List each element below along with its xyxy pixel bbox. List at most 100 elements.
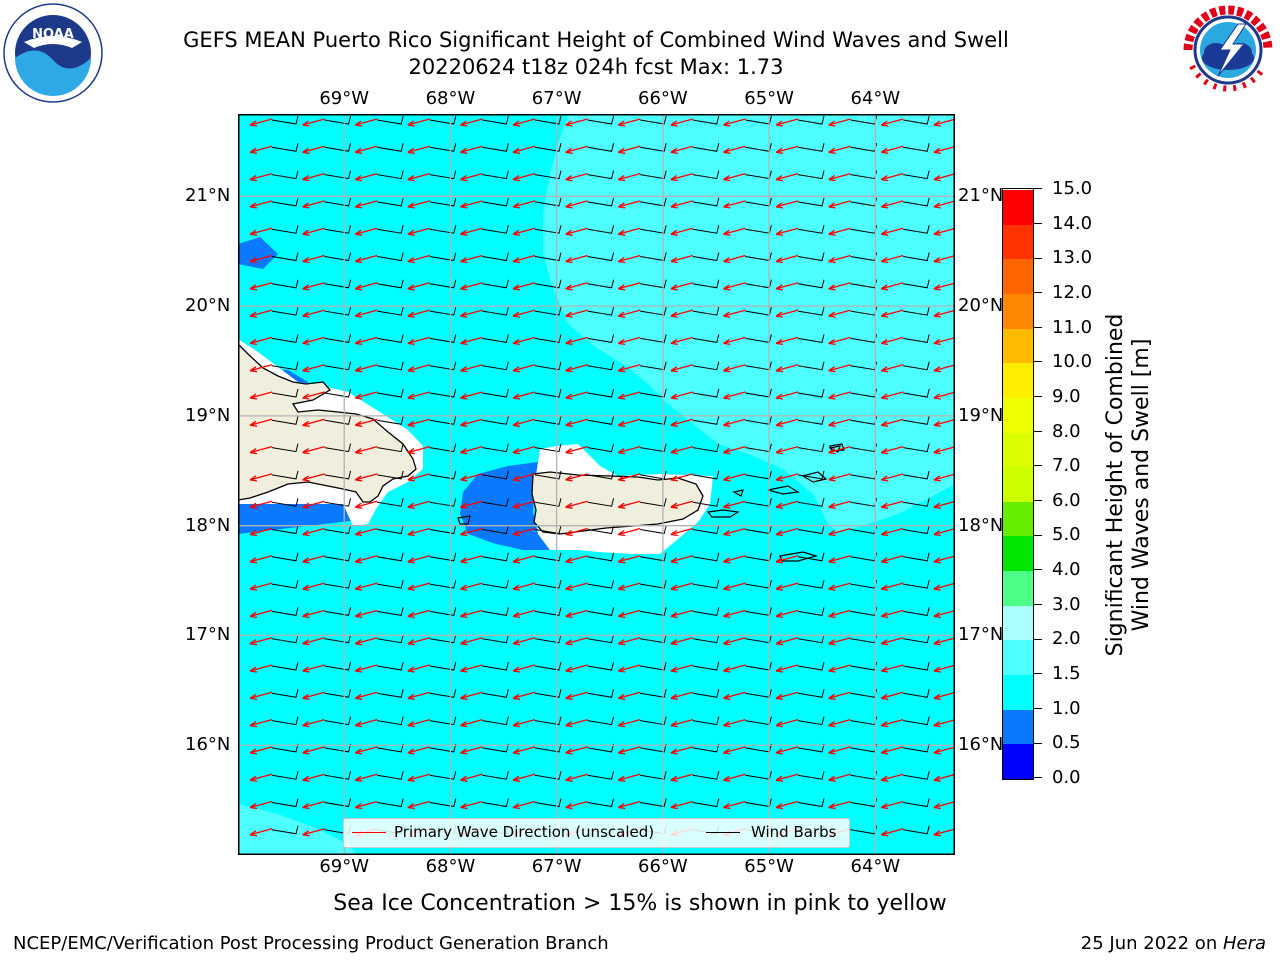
wind-barb (534, 334, 562, 343)
colorbar-tick-mark (1034, 673, 1042, 675)
wave-direction-arrow (880, 473, 904, 482)
wave-direction-arrow (354, 527, 378, 537)
wind-barb (377, 197, 404, 207)
wave-direction-arrow (880, 391, 904, 400)
wind-barb (324, 743, 352, 753)
wave-direction-arrow (302, 391, 325, 400)
wind-barb (692, 743, 720, 753)
wind-barb (587, 334, 615, 343)
wind-barb (377, 115, 404, 125)
wind-barb (482, 225, 509, 234)
wave-direction-arrow (723, 418, 746, 427)
wind-barb (377, 498, 404, 507)
wave-direction-arrow (828, 227, 851, 236)
wind-barb (534, 443, 562, 453)
wind-barb (587, 771, 615, 780)
wind-barb (797, 170, 825, 180)
colorbar-tick-mark (1034, 638, 1042, 640)
wind-barb (903, 279, 930, 289)
wave-direction-arrow (512, 664, 536, 673)
wave-direction-arrow (933, 664, 955, 673)
wave-direction-arrow (302, 800, 325, 810)
island-st-thomas (767, 485, 800, 495)
wind-barb (429, 716, 457, 726)
wave-direction-arrow (302, 691, 325, 700)
colorbar-tick-label: 0.5 (1052, 732, 1081, 754)
colorbar-tick-label: 15.0 (1052, 178, 1093, 199)
wind-barb (692, 361, 720, 371)
wave-direction-arrow (670, 718, 693, 728)
wind-barb (324, 689, 352, 698)
wave-direction-arrow (670, 118, 693, 127)
wind-barb (377, 607, 404, 616)
wave-direction-arrow (407, 555, 430, 564)
wave-direction-arrow (249, 418, 273, 427)
wave-direction-arrow (512, 364, 536, 373)
wave-direction-arrow (407, 664, 430, 673)
wind-barb (271, 579, 299, 589)
wind-barb (271, 552, 299, 562)
wind-barb (482, 743, 509, 753)
wind-barb (797, 689, 825, 698)
wave-direction-arrow (354, 254, 378, 264)
wave-direction-arrow (617, 391, 641, 400)
wave-direction-arrow (565, 800, 588, 810)
wave-direction-arrow (723, 527, 746, 537)
wind-barb (692, 170, 720, 180)
wave-direction-arrow (460, 445, 483, 455)
map-legend: Primary Wave Direction (unscaled) Wind B… (343, 818, 850, 848)
wind-barb (429, 388, 457, 398)
wind-barb (797, 661, 825, 671)
wind-barb (271, 825, 299, 835)
wind-barb (692, 225, 720, 234)
wave-direction-arrow (828, 800, 851, 810)
wave-direction-arrow (670, 582, 693, 591)
wave-direction-arrow (617, 145, 641, 154)
wave-direction-arrow (723, 227, 746, 236)
wave-direction-arrow (249, 473, 273, 482)
wind-barb (640, 470, 667, 480)
wind-barb (587, 743, 615, 753)
wave-direction-arrow (880, 227, 904, 236)
wave-direction-arrow (775, 555, 799, 564)
wind-barb (534, 798, 562, 808)
wind-barb (429, 197, 457, 207)
wind-barb (534, 579, 562, 589)
colorbar-tick-mark (1034, 326, 1042, 328)
wave-direction-arrow (249, 637, 273, 646)
wave-direction-arrow (933, 227, 955, 236)
wind-barb (640, 306, 667, 316)
lon-label-top: 66°W (638, 88, 688, 109)
wave-direction-arrow (512, 254, 536, 264)
wave-direction-arrow (775, 773, 799, 782)
wave-direction-arrow (249, 691, 273, 700)
lat-label-right: 18°N (958, 514, 1004, 536)
wind-barb (377, 306, 404, 316)
wave-direction-arrow (354, 282, 378, 291)
wave-direction-arrow (933, 555, 955, 564)
wind-barb (692, 115, 720, 125)
wave-direction-arrow (670, 200, 693, 209)
footer-date: 25 Jun 2022 on Hera (1081, 933, 1266, 954)
wave-direction-arrow (565, 473, 588, 482)
wind-barb (797, 579, 825, 589)
wind-barb (797, 306, 825, 316)
wave-direction-arrow (828, 418, 851, 427)
wave-direction-arrow (460, 118, 483, 127)
wind-barb (903, 470, 930, 480)
wind-barb (640, 115, 667, 125)
wave-direction-arrow (460, 746, 483, 755)
wave-direction-arrow (775, 172, 799, 182)
wave-direction-arrow (512, 609, 536, 619)
wave-direction-arrow (407, 773, 430, 782)
wave-direction-arrow (723, 445, 746, 455)
wave-direction-arrow (828, 473, 851, 482)
wave-direction-arrow (723, 172, 746, 182)
wave-direction-arrow (407, 227, 430, 236)
wave-direction-arrow (880, 200, 904, 209)
wind-barb (482, 334, 509, 343)
wind-barb (324, 361, 352, 371)
wind-barb (482, 525, 509, 535)
wave-direction-arrow (512, 555, 536, 564)
wind-barb (482, 634, 509, 644)
